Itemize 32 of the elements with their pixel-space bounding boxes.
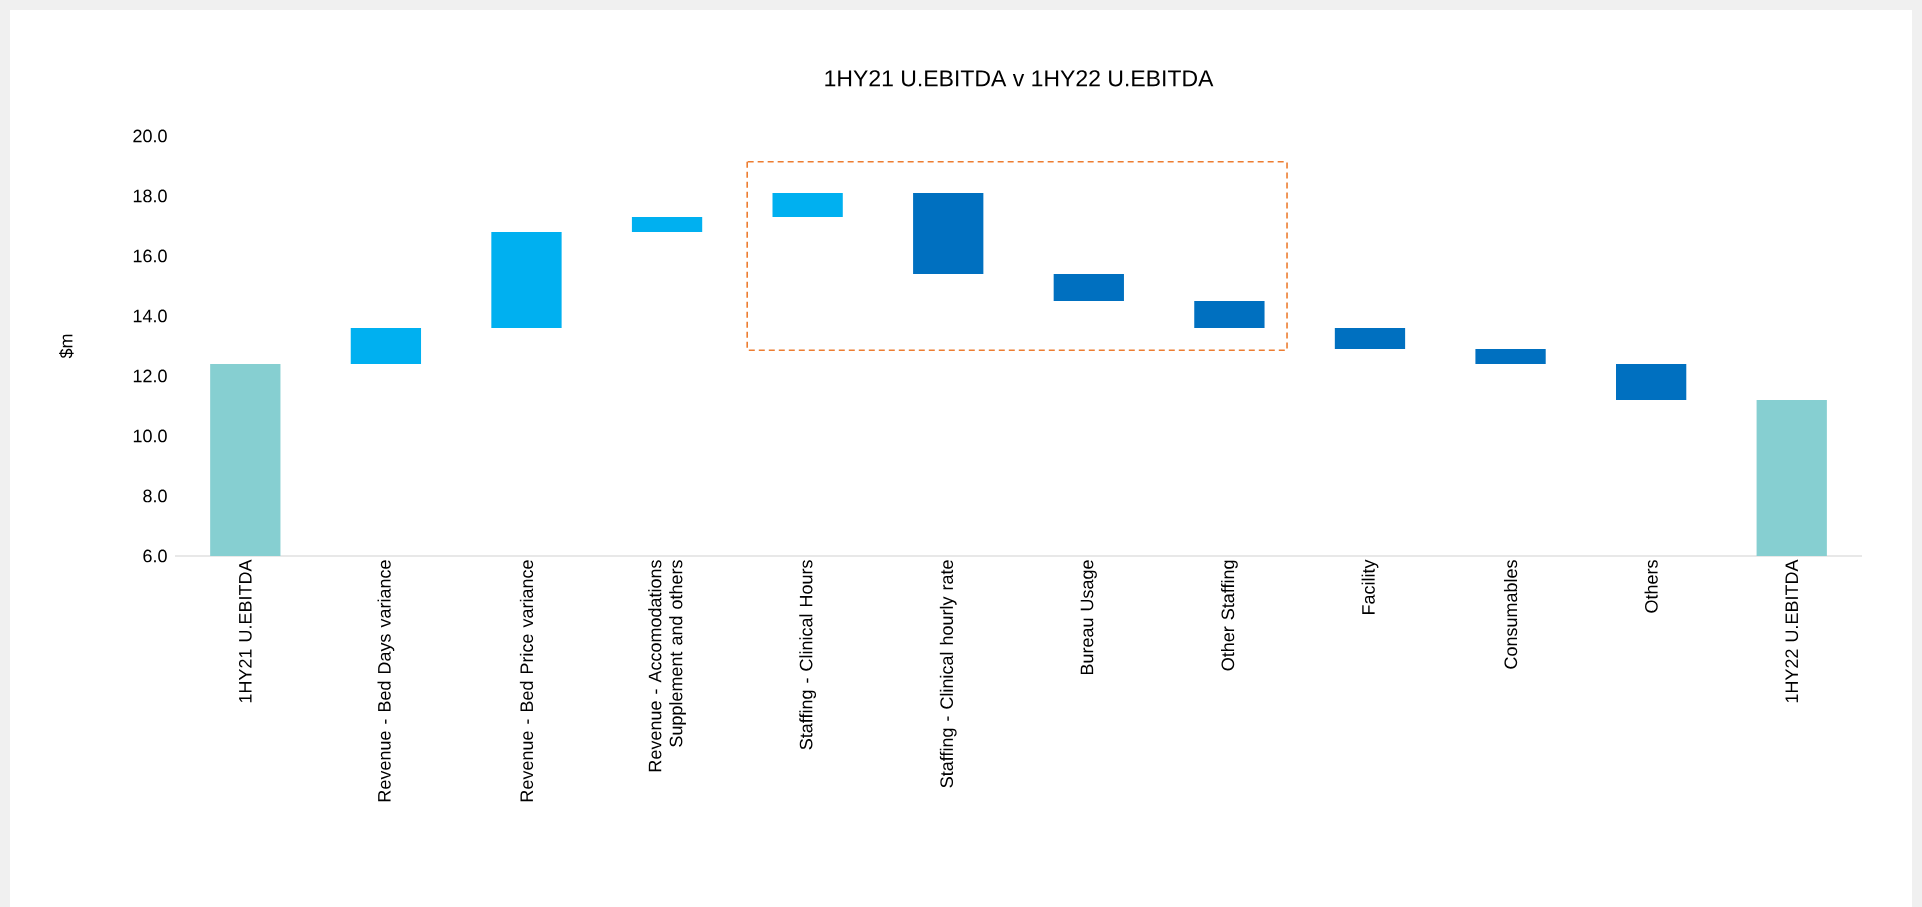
y-tick-label: 10.0 bbox=[133, 429, 167, 443]
bar bbox=[1616, 363, 1687, 400]
x-tick-label: Bureau Usage bbox=[1080, 560, 1097, 675]
bar bbox=[772, 192, 843, 217]
y-tick-label: 18.0 bbox=[133, 189, 167, 203]
bar bbox=[631, 216, 703, 232]
bar bbox=[1475, 348, 1546, 364]
bar bbox=[913, 192, 984, 274]
x-tick-label: Facility bbox=[1361, 559, 1379, 615]
y-tick-label: 14.0 bbox=[133, 309, 167, 323]
bar bbox=[1194, 300, 1265, 328]
bar bbox=[1053, 273, 1124, 301]
bar bbox=[491, 231, 562, 328]
chart-title: 1HY21 U.EBITDA v 1HY22 U.EBITDA bbox=[825, 70, 1214, 87]
y-tick-label: 6.0 bbox=[143, 549, 167, 563]
y-axis-title: $m bbox=[59, 334, 74, 359]
y-tick-label: 20.0 bbox=[133, 129, 167, 143]
y-tick-label: 12.0 bbox=[133, 369, 167, 383]
x-tick-label: Revenue - Bed Days variance bbox=[377, 560, 395, 802]
bar bbox=[350, 327, 422, 364]
x-tick-label: Staffing - Clinical hourly rate bbox=[939, 560, 957, 788]
x-tick-label: Others bbox=[1644, 560, 1658, 613]
bar bbox=[1334, 327, 1406, 349]
x-tick-label: Revenue - Bed Price variance bbox=[519, 560, 534, 802]
x-tick-label: 1HY21 U.EBITDA bbox=[238, 559, 252, 703]
x-tick-label: Consumables bbox=[1503, 560, 1518, 669]
x-tick-label: Other Staffing bbox=[1221, 560, 1238, 671]
x-tick-label: Staffing - Clinical Hours bbox=[799, 560, 817, 750]
x-tick-label: 1HY22 U.EBITDA bbox=[1785, 559, 1799, 703]
x-tick-label: Revenue - Accomodations Supplement and others bbox=[648, 560, 686, 772]
y-tick-label: 8.0 bbox=[143, 489, 167, 503]
y-tick-label: 16.0 bbox=[133, 249, 167, 263]
